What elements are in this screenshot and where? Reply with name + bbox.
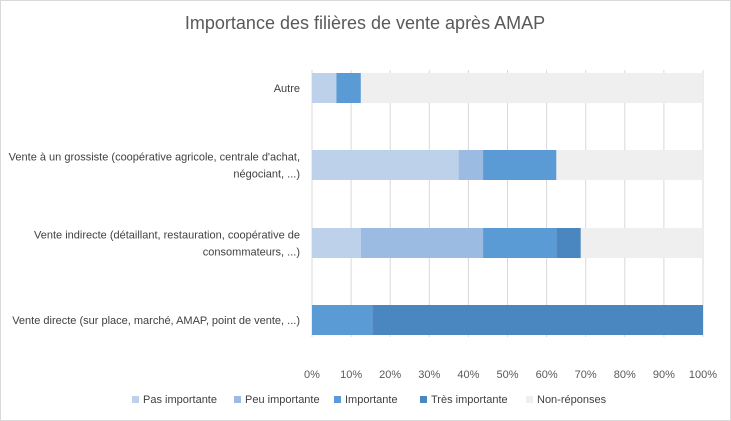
- legend-swatch-3: [420, 396, 427, 403]
- bar-segment-2-4: [580, 228, 703, 258]
- bar-segment-0-0: [312, 73, 337, 103]
- legend: Pas importante Peu importante Importante Tr…: [132, 394, 607, 406]
- legend-swatch-0: [132, 396, 139, 403]
- legend-label-0: Pas importante: [143, 394, 217, 406]
- x-tick-label-10: 100%: [689, 369, 717, 381]
- bar-segment-2-3: [556, 228, 581, 258]
- bar-segment-0-2: [336, 73, 361, 103]
- category-labels: Autre Vente à un grossiste (coopérative a…: [9, 83, 300, 327]
- chart-title: Importance des filières de vente après A…: [185, 13, 545, 33]
- category-label-2-line-1: consommateurs, ...): [203, 247, 300, 259]
- category-label-1-line-1: négociant, ...): [233, 169, 300, 181]
- x-tick-label-1: 10%: [340, 369, 362, 381]
- x-tick-label-8: 80%: [614, 369, 636, 381]
- legend-label-3: Très importante: [431, 394, 508, 406]
- category-label-3-line-0: Vente directe (sur place, marché, AMAP, …: [12, 315, 300, 327]
- legend-swatch-4: [526, 396, 533, 403]
- gridlines: [311, 70, 704, 337]
- x-tick-label-3: 30%: [418, 369, 440, 381]
- category-label-0-line-0: Autre: [274, 83, 300, 95]
- bar-segment-1-2: [483, 150, 557, 180]
- bar-segment-2-0: [312, 228, 361, 258]
- bar-segment-2-2: [483, 228, 557, 258]
- bar-segment-1-4: [556, 150, 704, 180]
- x-tick-label-6: 60%: [536, 369, 558, 381]
- x-axis-ticks: 0% 10% 20% 30% 40% 50% 60% 70% 80% 90% 100%: [304, 369, 717, 381]
- bar-segment-3-2: [312, 305, 373, 335]
- legend-label-4: Non-réponses: [537, 394, 607, 406]
- category-label-1-line-0: Vente à un grossiste (coopérative agrico…: [9, 152, 300, 164]
- bars: [312, 73, 704, 335]
- legend-swatch-1: [234, 396, 241, 403]
- legend-label-2: Importante: [345, 394, 398, 406]
- bar-segment-3-3: [372, 305, 703, 335]
- x-tick-label-7: 70%: [575, 369, 597, 381]
- category-label-2-line-0: Vente indirecte (détaillant, restauratio…: [34, 230, 300, 242]
- x-tick-label-0: 0%: [304, 369, 320, 381]
- bar-segment-1-1: [458, 150, 484, 180]
- bar-segment-1-0: [312, 150, 459, 180]
- x-tick-label-2: 20%: [379, 369, 401, 381]
- x-tick-label-9: 90%: [653, 369, 675, 381]
- legend-label-1: Peu importante: [245, 394, 320, 406]
- bar-segment-2-1: [360, 228, 484, 258]
- x-tick-label-4: 40%: [457, 369, 479, 381]
- legend-swatch-2: [334, 396, 341, 403]
- bar-segment-0-4: [360, 73, 704, 103]
- x-tick-label-5: 50%: [496, 369, 518, 381]
